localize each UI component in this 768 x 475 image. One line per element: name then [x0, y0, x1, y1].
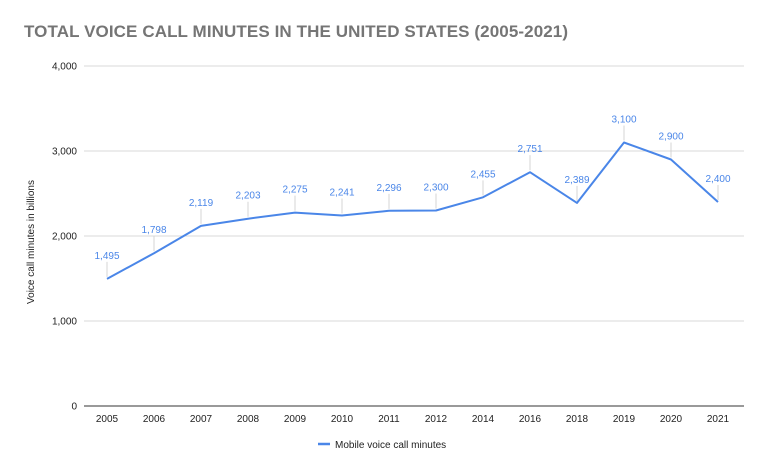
data-labels: 1,495 1,798 2,119 2,203 2,275 2,241 2,296 2,300…: [94, 115, 731, 277]
x-tick-label: 2009: [284, 414, 307, 425]
data-label: 1,798: [141, 225, 166, 236]
data-label: 2,400: [705, 174, 730, 185]
x-tick-label: 2011: [378, 414, 400, 425]
data-label: 2,389: [564, 175, 589, 186]
data-label: 1,495: [94, 251, 119, 262]
series-line-mobile-voice-call-minutes: [106, 141, 719, 280]
x-tick-label: 2006: [143, 414, 166, 425]
x-axis-ticks: 2005 2006 2007 2008 2009 2010 2011 2012 2014 2016…: [96, 414, 730, 425]
y-tick-label: 3,000: [52, 147, 77, 158]
y-tick-label: 4,000: [52, 62, 77, 73]
legend: Mobile voice call minutes: [318, 440, 446, 451]
data-label: 2,275: [282, 185, 307, 196]
x-tick-label: 2019: [613, 414, 636, 425]
data-label: 2,751: [517, 144, 542, 155]
x-tick-label: 2007: [190, 414, 213, 425]
data-label: 2,300: [423, 183, 448, 194]
y-axis-title: Voice call minutes in billions: [26, 180, 37, 304]
x-tick-label: 2018: [566, 414, 589, 425]
data-label: 2,900: [658, 132, 683, 143]
data-label: 2,241: [329, 188, 354, 199]
legend-label: Mobile voice call minutes: [335, 440, 446, 451]
y-tick-label: 2,000: [52, 232, 77, 243]
data-label: 2,203: [235, 191, 260, 202]
chart-title: TOTAL VOICE CALL MINUTES IN THE UNITED S…: [24, 22, 569, 41]
x-tick-label: 2005: [96, 414, 119, 425]
y-tick-label: 1,000: [52, 317, 77, 328]
x-tick-label: 2008: [237, 414, 260, 425]
data-label: 2,455: [470, 169, 495, 180]
x-tick-label: 2020: [660, 414, 683, 425]
x-tick-label: 2016: [519, 414, 542, 425]
y-tick-label: 0: [71, 402, 77, 413]
x-tick-label: 2021: [707, 414, 730, 425]
data-label: 3,100: [611, 115, 636, 126]
x-tick-label: 2012: [425, 414, 448, 425]
gridlines: [84, 65, 744, 407]
y-axis-ticks: 0 1,000 2,000 3,000 4,000: [52, 62, 77, 413]
data-label: 2,296: [376, 183, 401, 194]
x-tick-label: 2010: [331, 414, 354, 425]
x-tick-label: 2014: [472, 414, 495, 425]
data-label: 2,119: [189, 198, 214, 209]
